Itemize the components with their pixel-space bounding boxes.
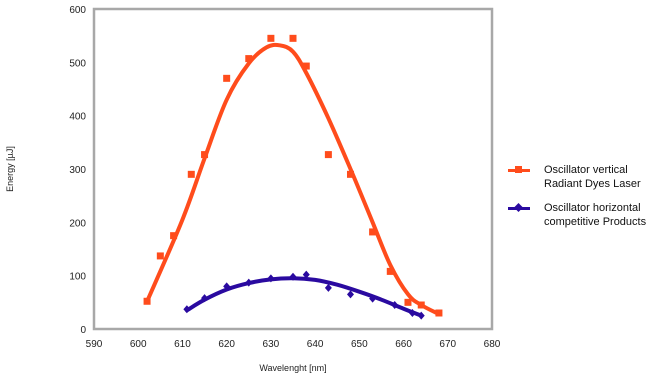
data-point-diamond-marker (267, 274, 275, 283)
series-0-trend-line (145, 42, 441, 317)
x-tick-label: 650 (351, 339, 368, 350)
series-markers (143, 34, 443, 320)
data-point-square-marker (201, 151, 209, 159)
data-point-diamond-marker (302, 270, 310, 279)
data-point-diamond-marker (289, 272, 297, 281)
data-point-square-marker (143, 297, 151, 305)
data-point-square-marker (404, 298, 412, 306)
data-point-square-marker (417, 301, 425, 309)
data-point-diamond-marker (201, 294, 209, 303)
data-point-square-marker (324, 151, 332, 159)
x-tick-label: 680 (484, 339, 501, 350)
data-point-diamond-marker (245, 278, 253, 287)
x-tick-label: 630 (263, 339, 280, 350)
y-axis-label: Energy [µJ] (5, 146, 15, 192)
data-point-square-marker (369, 228, 377, 236)
plot-area (92, 7, 494, 331)
axis-ticks: 590 600 610 620 630 640 650 660 670 680 0 100 200 300… (69, 5, 500, 350)
y-tick-label: 200 (69, 218, 86, 229)
y-tick-label: 0 (80, 325, 86, 336)
legend-label-vertical-line2: Radiant Dyes Laser (544, 178, 641, 190)
x-tick-label: 610 (174, 339, 191, 350)
x-tick-label: 670 (439, 339, 456, 350)
data-point-diamond-marker (408, 309, 416, 317)
x-axis-label: Wavelenght [nm] (259, 363, 326, 373)
data-point-square-marker (346, 170, 354, 178)
legend-label-vertical-line1: Oscillator vertical (544, 164, 628, 176)
data-point-diamond-marker (183, 305, 191, 314)
data-point-square-marker (289, 34, 297, 42)
data-point-diamond-marker (369, 294, 377, 303)
y-tick-label: 600 (69, 5, 86, 16)
legend-item-horizontal: Oscillator horizontal competitive Produc… (508, 201, 646, 229)
data-point-diamond-marker (346, 290, 354, 299)
legend-label-horizontal-line2: competitive Products (544, 216, 646, 228)
data-point-diamond-marker (324, 283, 332, 292)
y-tick-label: 100 (69, 272, 86, 283)
legend-item-vertical: Oscillator vertical Radiant Dyes Laser (508, 163, 646, 191)
x-tick-label: 600 (130, 339, 147, 350)
x-tick-label: 640 (307, 339, 324, 350)
x-tick-label: 590 (86, 339, 103, 350)
legend-diamond-marker (514, 203, 523, 212)
y-tick-label: 500 (69, 58, 86, 69)
data-point-square-marker (245, 55, 253, 63)
legend-label-horizontal-line1: Oscillator horizontal (544, 202, 641, 214)
data-point-square-marker (435, 309, 443, 317)
data-point-diamond-marker (223, 282, 231, 291)
series-1-trend-line (184, 276, 424, 318)
y-tick-label: 300 (69, 165, 86, 176)
legend-square-marker (515, 166, 522, 173)
data-point-square-marker (187, 170, 195, 178)
data-point-square-marker (302, 62, 310, 70)
series-curves (145, 42, 441, 318)
data-point-square-marker (223, 74, 231, 82)
data-point-square-marker (386, 267, 394, 275)
x-tick-label: 660 (395, 339, 412, 350)
data-point-square-marker (156, 252, 164, 260)
data-point-square-marker (170, 232, 178, 240)
data-point-square-marker (267, 34, 275, 42)
y-tick-label: 400 (69, 112, 86, 123)
data-point-diamond-marker (417, 311, 425, 320)
legend: Oscillator vertical Radiant Dyes Laser O… (508, 163, 646, 239)
data-point-diamond-marker (391, 301, 399, 309)
x-tick-label: 620 (218, 339, 235, 350)
